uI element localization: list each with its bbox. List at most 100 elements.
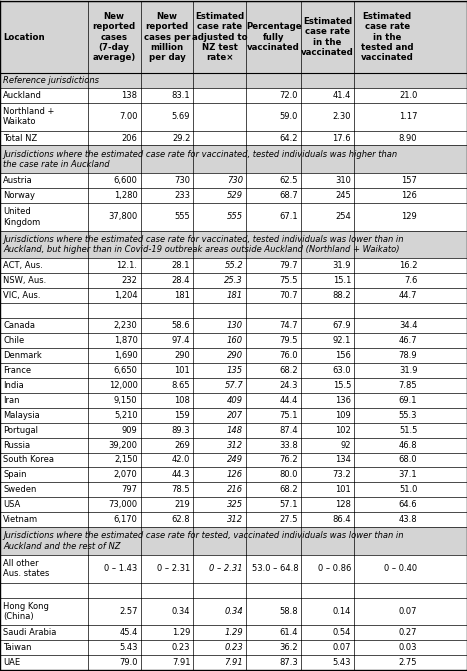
Text: 79.7: 79.7 [280,262,298,270]
Text: 86.4: 86.4 [333,515,351,524]
Text: 1,280: 1,280 [114,191,138,200]
Text: Estimated
case rate
in the
tested and
vaccinated: Estimated case rate in the tested and va… [361,11,413,62]
Text: 97.4: 97.4 [172,336,191,345]
Text: 25.3: 25.3 [224,276,243,285]
Text: 233: 233 [174,191,191,200]
Bar [0,188,467,203]
Bar [0,173,467,188]
Text: New
reported
cases per
million
per day: New reported cases per million per day [144,11,190,62]
Text: 44.7: 44.7 [399,291,417,301]
Bar [0,258,467,273]
Text: 0.07: 0.07 [399,607,417,616]
Text: 87.3: 87.3 [279,658,298,667]
Text: 15.5: 15.5 [333,381,351,390]
Text: Location: Location [3,32,45,42]
Text: 28.1: 28.1 [172,262,191,270]
Text: 325: 325 [227,501,243,509]
Text: 156: 156 [335,351,351,360]
Text: Percentage
fully
vaccinated: Percentage fully vaccinated [246,22,302,52]
Text: 42.0: 42.0 [172,456,191,464]
Bar [0,655,467,670]
Text: 64.6: 64.6 [399,501,417,509]
Bar [0,203,467,231]
Text: 70.7: 70.7 [280,291,298,301]
Bar [0,482,467,497]
Text: 1.17: 1.17 [399,112,417,121]
Bar [0,73,467,88]
Text: 83.1: 83.1 [172,91,191,100]
Text: 102: 102 [335,425,351,435]
Text: 34.4: 34.4 [399,321,417,330]
Text: 310: 310 [335,176,351,185]
Text: South Korea: South Korea [3,456,54,464]
Text: Hong Kong
(China): Hong Kong (China) [3,602,49,621]
Text: 45.4: 45.4 [119,628,138,637]
Text: 39,200: 39,200 [108,441,138,450]
Text: 0 – 2.31: 0 – 2.31 [157,564,191,573]
Text: 2,070: 2,070 [114,470,138,479]
Bar [0,468,467,482]
Text: 79.0: 79.0 [119,658,138,667]
Text: 0.03: 0.03 [399,643,417,652]
Text: 254: 254 [335,213,351,221]
Text: 44.3: 44.3 [172,470,191,479]
Text: 101: 101 [175,366,191,375]
Text: 7.91: 7.91 [224,658,243,667]
Text: 5.69: 5.69 [172,112,191,121]
Bar [0,363,467,378]
Text: 5,210: 5,210 [114,411,138,419]
Text: 16.2: 16.2 [399,262,417,270]
Text: 409: 409 [227,396,243,405]
Text: 109: 109 [335,411,351,419]
Text: 126: 126 [402,191,417,200]
Bar [0,582,467,597]
Text: 46.7: 46.7 [399,336,417,345]
Text: Denmark: Denmark [3,351,42,360]
Text: 130: 130 [227,321,243,330]
Text: 46.8: 46.8 [399,441,417,450]
Text: 12.1.: 12.1. [117,262,138,270]
Text: 29.2: 29.2 [172,134,191,142]
Text: 62.8: 62.8 [172,515,191,524]
Text: 72.0: 72.0 [280,91,298,100]
Bar [0,303,467,318]
Text: 129: 129 [402,213,417,221]
Text: 59.0: 59.0 [280,112,298,121]
Text: 730: 730 [227,176,243,185]
Text: 219: 219 [175,501,191,509]
Text: 2.57: 2.57 [119,607,138,616]
Bar [0,289,467,303]
Text: Malaysia: Malaysia [3,411,40,419]
Text: 232: 232 [122,276,138,285]
Text: United
Kingdom: United Kingdom [3,207,40,227]
Text: 126: 126 [227,470,243,479]
Text: 33.8: 33.8 [279,441,298,450]
Text: 730: 730 [174,176,191,185]
Text: 53.0 – 64.8: 53.0 – 64.8 [252,564,298,573]
Text: UAE: UAE [3,658,20,667]
Bar [0,452,467,468]
Bar [0,318,467,333]
Text: 6,600: 6,600 [113,176,138,185]
Text: ACT, Aus.: ACT, Aus. [3,262,43,270]
Bar [0,597,467,625]
Text: 207: 207 [227,411,243,419]
Text: 128: 128 [335,501,351,509]
Text: 74.7: 74.7 [280,321,298,330]
Text: 138: 138 [121,91,138,100]
Text: 0 – 2.31: 0 – 2.31 [210,564,243,573]
Text: Auckland: Auckland [3,91,42,100]
Text: Iran: Iran [3,396,20,405]
Bar [0,1,467,73]
Text: 73,000: 73,000 [108,501,138,509]
Text: 312: 312 [227,441,243,450]
Text: 2,230: 2,230 [114,321,138,330]
Text: 0.34: 0.34 [224,607,243,616]
Text: 31.9: 31.9 [399,366,417,375]
Text: 68.7: 68.7 [279,191,298,200]
Text: 7.91: 7.91 [172,658,191,667]
Text: Estimated
case rate
in the
vaccinated: Estimated case rate in the vaccinated [301,17,354,57]
Bar [0,103,467,131]
Text: 8.90: 8.90 [399,134,417,142]
Text: 2.30: 2.30 [333,112,351,121]
